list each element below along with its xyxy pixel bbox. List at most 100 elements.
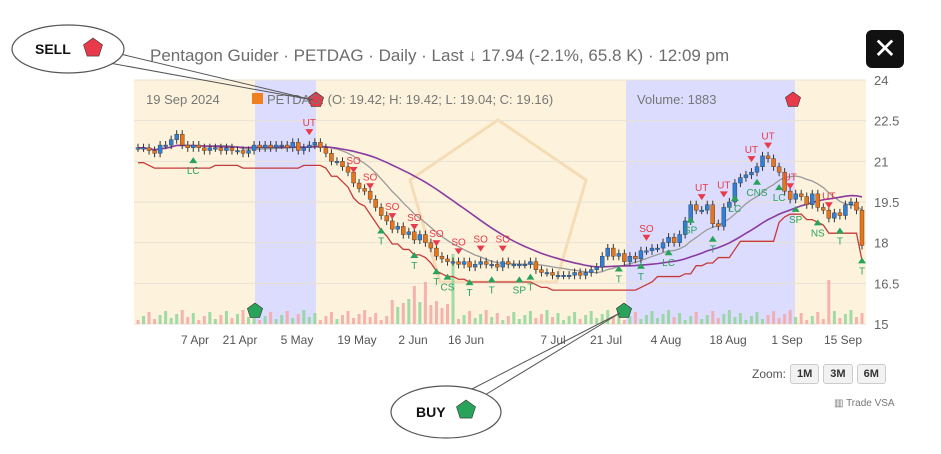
candle-body [362,188,367,192]
ma-gray-line [138,144,863,274]
x-tick-label: 18 Aug [709,333,746,347]
volume-bar [346,311,350,324]
volume-bar [252,313,256,324]
sell-signal-arrow [388,213,397,220]
volume-bar [490,317,494,324]
buy-signal-arrow [432,268,441,275]
sell-pentagon-marker [308,91,324,107]
candle-body [821,207,826,211]
volume-bar [180,310,184,324]
candle-body [218,147,224,151]
candle-body [517,264,522,267]
candle-body [213,147,218,150]
buy-callout-pointer [469,312,621,391]
candle-body [185,144,190,148]
support-red-line [138,162,863,291]
volume-bar [832,311,836,324]
volume-bar [810,316,814,324]
volume-bar [783,314,787,324]
zoom-label: Zoom: [752,367,787,381]
volume-bar [235,314,239,324]
sell-signal-label: SO [363,172,378,183]
volume-bar [849,310,853,324]
volume-bar [700,319,704,324]
candle-body [793,193,798,200]
candle-body [268,144,273,148]
buy-signal-arrow [664,249,673,256]
volume-bar [556,313,560,324]
candle-body [378,207,384,216]
y-tick-label: 15 [874,317,888,332]
legend-swatch [252,93,263,104]
buy-signal-label: LC [187,166,200,177]
credit-link[interactable]: ▥ Trade VSA [834,398,895,409]
volume-bar [545,310,549,324]
candle-body [445,258,450,262]
volume-bar [407,299,411,324]
volume-bar [224,311,228,324]
volume-bar [821,319,825,324]
x-tick-label: 7 Apr [181,333,209,347]
candle-body [235,150,240,153]
volume-bar [418,302,422,324]
volume-bar [247,317,251,324]
candle-body [290,142,295,148]
volume-bar [368,317,372,324]
volume-bar [843,314,847,324]
sell-signal-arrow [764,142,773,149]
zoom-1m-button[interactable]: 1M [790,364,820,384]
volume-bar [788,310,792,324]
sell-signal-arrow [454,248,463,255]
volume-bar [274,319,278,324]
buy-signal-arrow [410,251,419,258]
candle-body [616,253,622,257]
zoom-3m-button[interactable]: 3M [823,364,853,384]
candle-body [577,272,583,276]
volume-bar [755,312,759,324]
candle-body [666,237,671,243]
candle-body [323,147,329,154]
buy-signal-arrow [636,262,645,269]
candle-body [207,147,213,151]
candle-body [627,256,633,262]
volume-bar [479,314,483,324]
buy-signal-arrow [686,216,695,223]
zoom-6m-button[interactable]: 6M [856,364,886,384]
volume-bar [434,301,438,324]
sell-signal-label: UT [695,183,708,194]
candle-body [572,272,577,276]
candle-body [472,264,478,268]
sell-signal-label: SO [451,237,466,248]
volume-bar [396,307,400,324]
candle-body [693,204,699,211]
volume-bar [462,315,466,324]
volume-bar [374,313,378,324]
volume-bar [794,317,798,324]
volume-bar [473,318,477,324]
candle-body [345,166,351,173]
volume-bar [429,305,433,324]
candle-body [489,264,494,267]
volume-bar [197,320,201,324]
sell-pentagon-marker [785,91,801,107]
buy-signal-arrow [526,273,535,280]
volume-bar [578,319,582,324]
x-tick-label: 7 Jul [540,333,565,347]
volume-bar [158,315,162,324]
candle-body [716,223,721,227]
volume-bar [611,317,615,324]
volume-bar [573,312,577,324]
sell-signal-label: UT [717,180,730,191]
candle-body [329,152,334,162]
volume-bar [241,310,245,324]
candle-body [356,182,362,189]
volume-bar [385,316,389,324]
volume-bar [263,316,267,324]
candle-body [583,272,588,276]
buy-signal-arrow [465,279,474,286]
volume-bar [451,254,455,324]
candle-body [406,231,412,235]
candle-body [450,261,456,264]
close-button[interactable]: ✕ [866,30,904,68]
